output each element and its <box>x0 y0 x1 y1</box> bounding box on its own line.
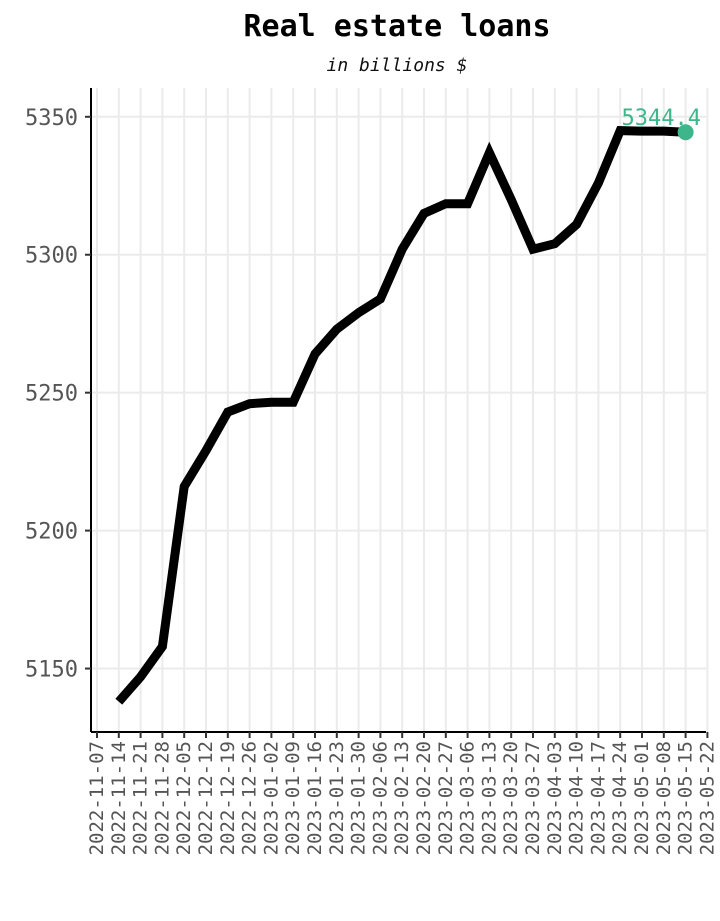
x-tick-label: 2022-11-07 <box>86 741 108 855</box>
y-tick-label: 5350 <box>25 106 78 131</box>
x-gridlines <box>96 88 709 732</box>
x-tick-label: 2023-04-24 <box>609 741 631 855</box>
x-tick-label: 2023-02-27 <box>435 741 457 855</box>
x-tick-label: 2023-02-20 <box>413 741 435 855</box>
x-tick-label: 2022-11-14 <box>108 741 130 855</box>
x-tick-label: 2022-12-26 <box>239 741 261 855</box>
x-tick-label: 2023-05-08 <box>653 741 675 855</box>
y-tick-label: 5250 <box>25 382 78 407</box>
chart-title: Real estate loans <box>243 9 550 44</box>
x-tick-label: 2023-01-23 <box>326 741 348 855</box>
x-tick-label: 2022-11-28 <box>151 741 173 855</box>
x-tick-label: 2023-03-27 <box>522 741 544 855</box>
x-tick-label: 2023-04-10 <box>566 741 588 855</box>
x-tick-label: 2023-05-22 <box>696 741 718 855</box>
x-tick-label: 2023-02-06 <box>369 741 391 855</box>
x-tick-label: 2023-01-30 <box>348 741 370 855</box>
series-line <box>115 126 686 705</box>
x-tick-label: 2023-01-09 <box>282 741 304 855</box>
x-tick-label: 2022-12-05 <box>173 741 195 855</box>
x-tick-label: 2023-04-17 <box>587 741 609 855</box>
x-tick-label: 2022-12-19 <box>217 741 239 855</box>
x-tick-label: 2023-01-16 <box>304 741 326 855</box>
axes <box>90 88 706 733</box>
last-point-marker <box>677 124 694 141</box>
x-tick-label: 2023-03-06 <box>457 741 479 855</box>
series: 5344.4 <box>115 106 701 705</box>
x-tick-label: 2023-03-20 <box>500 741 522 855</box>
x-tick-label: 2023-02-13 <box>391 741 413 855</box>
y-tick-labels: 5150 5200 5250 5300 5350 <box>25 106 91 683</box>
last-point-label: 5344.4 <box>622 106 701 131</box>
x-tick-label: 2023-05-15 <box>675 741 697 855</box>
x-tick-label: 2022-12-12 <box>195 741 217 855</box>
x-tick-label: 2023-03-13 <box>478 741 500 855</box>
x-tick-labels: 2022-11-07 2022-11-14 2022-11-21 2022-11-28… <box>86 732 718 855</box>
y-tick-label: 5150 <box>25 658 78 683</box>
y-tick-label: 5200 <box>25 520 78 545</box>
chart-subtitle: in billions $ <box>327 55 468 76</box>
x-tick-label: 2023-05-01 <box>631 741 653 855</box>
x-tick-label: 2022-11-21 <box>130 741 152 855</box>
y-tick-label: 5300 <box>25 244 78 269</box>
x-tick-label: 2023-04-03 <box>544 741 566 855</box>
x-tick-label: 2023-01-02 <box>260 741 282 855</box>
